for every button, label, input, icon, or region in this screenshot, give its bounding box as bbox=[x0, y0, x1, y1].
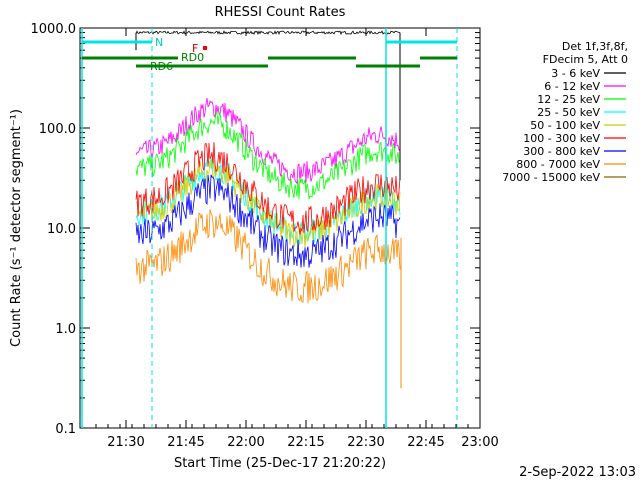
legend-entry-label: 12 - 25 keV bbox=[537, 93, 600, 106]
f-label: F bbox=[192, 42, 198, 55]
legend-entry-label: 6 - 12 keV bbox=[544, 80, 600, 93]
series-line bbox=[135, 97, 401, 185]
y-axis-label: Count Rate (s⁻¹ detector segment⁻¹) bbox=[9, 109, 24, 347]
x-tick-label: 22:45 bbox=[407, 435, 444, 450]
legend-header-1: Det 1f,3f,8f, bbox=[562, 40, 628, 53]
legend-entry-label: 25 - 50 keV bbox=[537, 106, 600, 119]
n-label: N bbox=[155, 36, 163, 49]
series-line bbox=[135, 158, 401, 249]
rd6-label: RD6 bbox=[150, 60, 173, 73]
x-tick-label: 23:00 bbox=[461, 435, 498, 450]
y-tick-label: 0.1 bbox=[55, 422, 76, 437]
legend-entry-label: 3 - 6 keV bbox=[551, 67, 600, 80]
legend-entry-label: 7000 - 15000 keV bbox=[502, 171, 600, 184]
series-line bbox=[135, 209, 401, 304]
text-layer: RHESSI Count Rates Start Time (25-Dec-17… bbox=[9, 5, 636, 480]
series-bands bbox=[135, 30, 402, 389]
y-tick-label: 1.0 bbox=[55, 322, 76, 337]
x-tick-label: 22:30 bbox=[347, 435, 384, 450]
legend-entry-label: 300 - 800 keV bbox=[523, 145, 600, 158]
legend-entry-label: 50 - 100 keV bbox=[530, 119, 600, 132]
x-tick-label: 22:15 bbox=[287, 435, 324, 450]
rd0-label: RD0 bbox=[181, 51, 204, 64]
x-tick-label: 21:30 bbox=[107, 435, 144, 450]
legend-entry-label: 100 - 300 keV bbox=[523, 132, 600, 145]
x-tick-label: 22:00 bbox=[227, 435, 264, 450]
legend-entry-label: 800 - 7000 keV bbox=[516, 158, 600, 171]
y-tick-label: 10.0 bbox=[47, 222, 76, 237]
series-line bbox=[135, 30, 401, 36]
x-tick-label: 21:45 bbox=[167, 435, 204, 450]
series-line bbox=[135, 174, 401, 268]
plot-frame bbox=[79, 27, 481, 429]
series-line bbox=[135, 142, 401, 235]
chart-title: RHESSI Count Rates bbox=[215, 5, 346, 20]
tick-marks bbox=[80, 27, 481, 429]
x-axis-label: Start Time (25-Dec-17 21:20:22) bbox=[174, 456, 386, 471]
legend-header-2: FDecim 5, Att 0 bbox=[543, 53, 628, 66]
y-tick-label: 100.0 bbox=[39, 122, 76, 137]
y-tick-label: 1000.0 bbox=[31, 22, 77, 37]
footer-date: 2-Sep-2022 13:03 bbox=[519, 465, 636, 480]
series-line bbox=[135, 111, 401, 200]
f-marker bbox=[203, 46, 207, 50]
